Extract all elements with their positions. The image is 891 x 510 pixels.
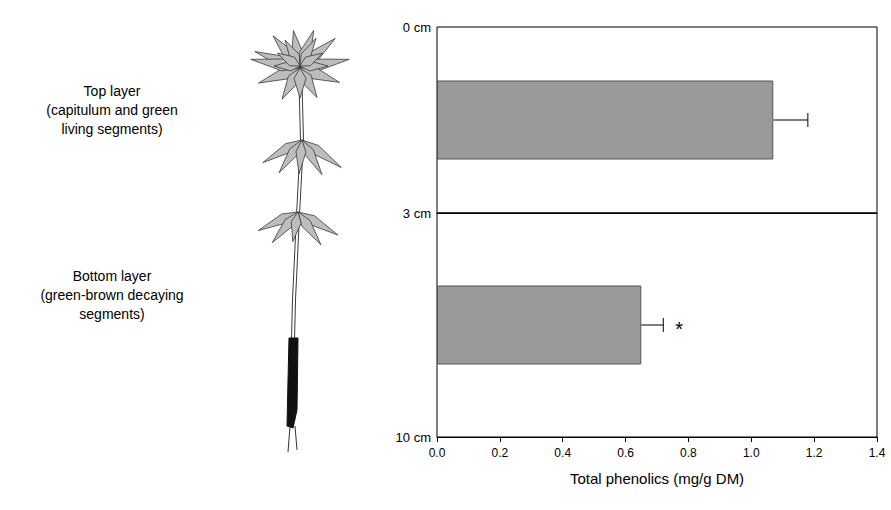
svg-text:0.2: 0.2 bbox=[492, 446, 509, 460]
svg-text:0.6: 0.6 bbox=[617, 446, 634, 460]
svg-text:1.2: 1.2 bbox=[806, 446, 823, 460]
svg-text:0.0: 0.0 bbox=[429, 446, 446, 460]
svg-text:1.4: 1.4 bbox=[869, 446, 886, 460]
svg-text:Top layer: Top layer bbox=[84, 83, 141, 99]
svg-text:(green-brown decaying: (green-brown decaying bbox=[40, 287, 183, 303]
svg-text:(capitulum and green: (capitulum and green bbox=[46, 102, 178, 118]
svg-text:0 cm: 0 cm bbox=[403, 20, 431, 35]
svg-text:Bottom layer: Bottom layer bbox=[73, 268, 152, 284]
svg-text:3 cm: 3 cm bbox=[403, 206, 431, 221]
svg-text:*: * bbox=[675, 318, 683, 340]
svg-text:Total phenolics (mg/g DM): Total phenolics (mg/g DM) bbox=[570, 470, 744, 487]
svg-text:living segments): living segments) bbox=[61, 121, 162, 137]
svg-text:segments): segments) bbox=[79, 306, 144, 322]
svg-text:10 cm: 10 cm bbox=[396, 430, 431, 445]
svg-text:0.8: 0.8 bbox=[680, 446, 697, 460]
svg-text:0.4: 0.4 bbox=[554, 446, 571, 460]
svg-text:1.0: 1.0 bbox=[743, 446, 760, 460]
